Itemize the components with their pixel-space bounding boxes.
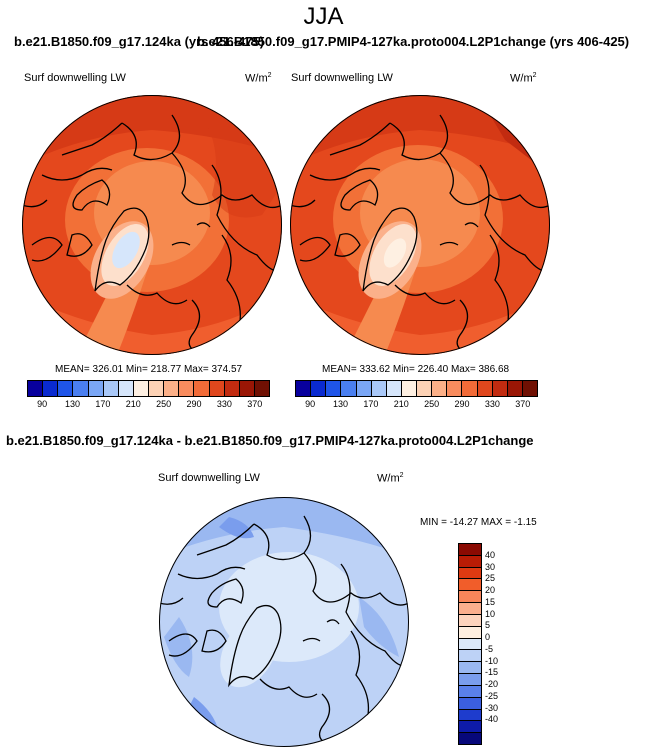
diff-panel-units: W/m2 [377, 472, 404, 485]
colorbar-swatch [447, 381, 463, 396]
colorbar-tick-label: 330 [484, 399, 500, 409]
colorbar-swatch [477, 381, 493, 396]
colorbar-tick-label: -40 [485, 714, 499, 725]
colorbar-tick-label: 10 [485, 608, 496, 619]
colorbar-swatch [459, 662, 481, 675]
colorbar-tick-label: 15 [485, 596, 496, 607]
colorbar-swatch [459, 674, 481, 686]
colorbar-swatch [133, 381, 149, 396]
colorbar-tick-label: -30 [485, 702, 499, 713]
colorbar-swatch [459, 567, 481, 580]
colorbar-tick-label: 25 [485, 573, 496, 584]
left-panel-label: Surf downwelling LW [24, 72, 126, 84]
colorbar-swatch [88, 381, 104, 396]
colorbar-swatch [118, 381, 134, 396]
colorbar-swatch [103, 381, 119, 396]
right-polar-map [290, 95, 550, 355]
colorbar-swatch [459, 721, 481, 734]
colorbar-swatch [386, 381, 402, 396]
colorbar-tick-label: 0 [485, 632, 491, 643]
colorbar-swatch [311, 381, 327, 396]
colorbar-swatch [459, 614, 481, 627]
colorbar-swatch [58, 381, 74, 396]
colorbar-tick-label: 370 [247, 399, 263, 409]
right-colorbar: 90 130 170 210 250 290 330 370 [295, 380, 538, 409]
colorbar-tick-label: 90 [37, 399, 48, 409]
colorbar-swatch [73, 381, 89, 396]
diff-minmax: MIN = -14.27 MAX = -1.15 [420, 517, 537, 528]
colorbar-tick-label: 210 [125, 399, 141, 409]
colorbar-swatch [459, 579, 481, 592]
colorbar-swatch [296, 381, 312, 396]
colorbar-swatch [149, 381, 165, 396]
colorbar-swatch [341, 381, 357, 396]
colorbar-swatch [43, 381, 59, 396]
colorbar-swatch [401, 381, 417, 396]
colorbar-tick-label: 40 [485, 549, 496, 560]
left-colorbar: 90 130 170 210 250 290 330 370 [27, 380, 270, 409]
colorbar-swatch [459, 544, 481, 556]
colorbar-tick-label: 130 [65, 399, 81, 409]
colorbar-swatch [459, 555, 481, 568]
colorbar-swatch [459, 697, 481, 710]
colorbar-tick-label: 250 [424, 399, 440, 409]
colorbar-tick-label: -20 [485, 679, 499, 690]
left-panel-units: W/m2 [245, 72, 272, 85]
colorbar-tick-label: 170 [363, 399, 379, 409]
colorbar-swatch [432, 381, 448, 396]
colorbar-tick-label: -10 [485, 655, 499, 666]
colorbar-tick-label: -5 [485, 643, 494, 654]
colorbar-swatch [459, 650, 481, 663]
colorbar-tick-label: 210 [393, 399, 409, 409]
colorbar-swatch [462, 381, 478, 396]
colorbar-tick-label: 370 [515, 399, 531, 409]
left-panel-stats: MEAN= 326.01 Min= 218.77 Max= 374.57 [55, 364, 243, 375]
colorbar-swatch [492, 381, 508, 396]
colorbar-swatch [371, 381, 387, 396]
right-case-title: b.e21.B1850.f09_g17.PMIP4-127ka.proto004… [197, 34, 630, 49]
colorbar-tick-label: 20 [485, 585, 496, 596]
colorbar-tick-label: 250 [156, 399, 172, 409]
right-panel-label: Surf downwelling LW [291, 72, 393, 84]
diff-panel-label: Surf downwelling LW [158, 472, 260, 484]
colorbar-swatch [179, 381, 195, 396]
colorbar-tick-label: -25 [485, 690, 499, 701]
colorbar-swatch [459, 709, 481, 722]
colorbar-swatch [28, 381, 44, 396]
page-title: JJA [303, 3, 344, 30]
diff-title: b.e21.B1850.f09_g17.124ka - b.e21.B1850.… [6, 433, 534, 448]
colorbar-swatch [459, 685, 481, 698]
colorbar-tick-label: 290 [186, 399, 202, 409]
colorbar-swatch [194, 381, 210, 396]
colorbar-tick-label: 330 [216, 399, 232, 409]
colorbar-swatch [417, 381, 433, 396]
colorbar-swatch [507, 381, 523, 396]
colorbar-swatch [164, 381, 180, 396]
colorbar-tick-label: 130 [333, 399, 349, 409]
colorbar-swatch [459, 638, 481, 651]
colorbar-tick-label: 290 [454, 399, 470, 409]
diff-colorbar: 40 30 25 20 15 10 5 0 -5 -10 -15 -20 -25 -30 -40 [458, 543, 498, 745]
colorbar-tick-label: 5 [485, 620, 491, 631]
colorbar-swatch [224, 381, 240, 396]
colorbar-swatch [209, 381, 225, 396]
colorbar-swatch [254, 381, 269, 396]
colorbar-tick-label: 170 [95, 399, 111, 409]
colorbar-tick-label: -15 [485, 667, 499, 678]
colorbar-tick-label: 90 [305, 399, 316, 409]
colorbar-swatch [459, 603, 481, 615]
colorbar-swatch [459, 626, 481, 639]
colorbar-swatch [326, 381, 342, 396]
colorbar-swatch [522, 381, 537, 396]
colorbar-swatch [459, 591, 481, 604]
colorbar-swatch [459, 733, 481, 745]
colorbar-swatch [239, 381, 255, 396]
left-case-title: b.e21.B1850.f09_g17.124ka (yrs 456-475) [14, 34, 265, 49]
colorbar-swatch [356, 381, 372, 396]
colorbar-tick-label: 30 [485, 561, 496, 572]
right-panel-units: W/m2 [510, 72, 537, 85]
difference-polar-map [159, 497, 409, 747]
left-polar-map [22, 95, 282, 355]
right-panel-stats: MEAN= 333.62 Min= 226.40 Max= 386.68 [322, 364, 510, 375]
